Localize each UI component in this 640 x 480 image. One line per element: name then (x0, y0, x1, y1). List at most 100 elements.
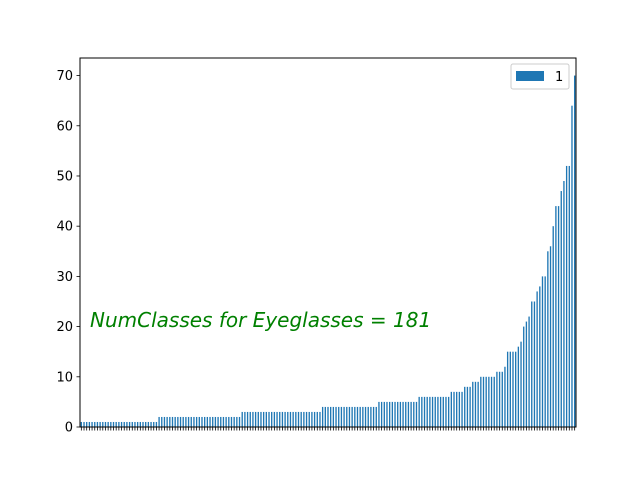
bar (236, 416, 238, 427)
bar (434, 396, 436, 427)
bar (158, 416, 160, 427)
bar (493, 376, 495, 427)
bar (225, 416, 227, 427)
bar (161, 416, 163, 427)
bar (394, 401, 396, 427)
bar (469, 386, 471, 427)
chart-annotation: NumClasses for Eyeglasses = 181 (90, 308, 431, 332)
bar (421, 396, 423, 427)
bar (549, 246, 552, 427)
bar (195, 416, 198, 427)
legend: 1 (510, 63, 570, 90)
bar (214, 416, 217, 427)
bar (442, 396, 444, 427)
bar (496, 371, 498, 427)
bar (547, 251, 549, 427)
bar (212, 416, 214, 427)
bar (110, 421, 112, 427)
bar (313, 411, 316, 427)
bar (488, 376, 490, 427)
bar (174, 416, 176, 427)
bar (482, 376, 485, 427)
bar (126, 421, 128, 427)
bar (375, 406, 377, 427)
bar (506, 351, 509, 427)
bar (99, 421, 101, 427)
x-ticks-group (80, 427, 576, 431)
bar (182, 416, 184, 427)
bar (193, 416, 195, 427)
bar (410, 401, 412, 427)
bar (565, 165, 568, 427)
bar (295, 411, 297, 427)
bar (289, 411, 292, 427)
bar (136, 421, 139, 427)
bar (96, 421, 99, 427)
bar (185, 416, 187, 427)
bar (466, 386, 469, 427)
y-tick-label: 20 (56, 320, 73, 335)
bar (311, 411, 313, 427)
bar (112, 421, 115, 427)
bar (536, 291, 538, 427)
bar (171, 416, 174, 427)
bar (246, 411, 249, 427)
y-tick-label: 70 (56, 69, 73, 84)
bar (128, 421, 131, 427)
bar (308, 411, 310, 427)
bar (402, 401, 404, 427)
bar (386, 401, 388, 427)
bar (447, 396, 450, 427)
bar (359, 406, 361, 427)
bar (573, 75, 576, 427)
bar (107, 421, 109, 427)
bar (177, 416, 179, 427)
bar (276, 411, 278, 427)
bar (115, 421, 117, 427)
bar (439, 396, 442, 427)
bar (429, 396, 431, 427)
bar (268, 411, 270, 427)
bar (233, 416, 235, 427)
bar (204, 416, 206, 427)
bar (490, 376, 493, 427)
bar (560, 191, 562, 427)
bar (257, 411, 259, 427)
bar (407, 401, 410, 427)
bar (305, 411, 308, 427)
bar (563, 181, 565, 427)
bar (571, 105, 573, 427)
bar (300, 411, 302, 427)
bar (179, 416, 182, 427)
bars-group (80, 75, 576, 427)
y-ticks-group: 0 10 20 30 40 50 60 70 (56, 69, 80, 436)
bar (284, 411, 286, 427)
bar (228, 416, 230, 427)
bar (557, 206, 560, 427)
bar (335, 406, 337, 427)
bar (303, 411, 305, 427)
bar (515, 351, 517, 427)
bar (480, 376, 482, 427)
bar (217, 416, 219, 427)
bar (209, 416, 211, 427)
bar (324, 406, 326, 427)
y-tick-label: 60 (56, 119, 73, 134)
bar (80, 421, 83, 427)
bar (418, 396, 420, 427)
bar (498, 371, 501, 427)
bar (388, 401, 391, 427)
bar (201, 416, 203, 427)
bar (153, 421, 155, 427)
bar (520, 341, 522, 427)
bar (362, 406, 364, 427)
bar (533, 301, 536, 427)
y-tick-label: 10 (56, 370, 73, 385)
bar (509, 351, 511, 427)
bar (131, 421, 133, 427)
bar (327, 406, 329, 427)
bar (474, 381, 477, 427)
bar (372, 406, 375, 427)
bar (450, 391, 452, 427)
